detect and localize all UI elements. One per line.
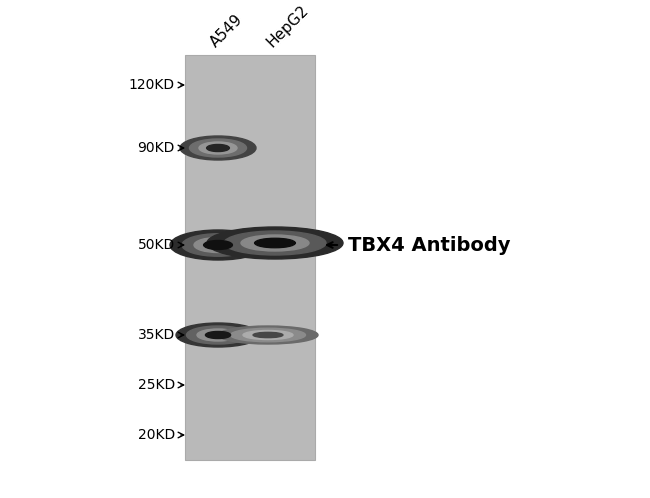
Ellipse shape	[218, 326, 318, 344]
Ellipse shape	[241, 235, 309, 251]
Ellipse shape	[207, 144, 229, 151]
Text: HepG2: HepG2	[265, 2, 312, 50]
Ellipse shape	[176, 323, 260, 347]
Ellipse shape	[255, 238, 295, 248]
Ellipse shape	[207, 227, 343, 259]
Text: 20KD: 20KD	[138, 428, 175, 442]
Ellipse shape	[190, 139, 246, 157]
Ellipse shape	[170, 230, 266, 260]
Ellipse shape	[197, 329, 239, 341]
Ellipse shape	[207, 144, 229, 151]
Ellipse shape	[224, 231, 326, 255]
Ellipse shape	[187, 326, 250, 344]
Bar	[185, 55, 315, 460]
Ellipse shape	[205, 331, 231, 339]
Text: 90KD: 90KD	[138, 141, 175, 155]
Ellipse shape	[253, 332, 283, 338]
Ellipse shape	[199, 142, 237, 154]
Ellipse shape	[205, 331, 231, 339]
Ellipse shape	[231, 328, 306, 342]
Ellipse shape	[243, 331, 293, 340]
Text: 25KD: 25KD	[138, 378, 175, 392]
Ellipse shape	[180, 136, 256, 160]
Text: 35KD: 35KD	[138, 328, 175, 342]
Ellipse shape	[255, 238, 295, 248]
Ellipse shape	[253, 332, 283, 338]
Text: 50KD: 50KD	[138, 238, 175, 252]
Text: A549: A549	[207, 11, 246, 50]
Ellipse shape	[203, 241, 233, 249]
Text: TBX4 Antibody: TBX4 Antibody	[348, 236, 510, 254]
Ellipse shape	[194, 238, 242, 252]
Ellipse shape	[182, 234, 254, 256]
Text: 120KD: 120KD	[129, 78, 175, 92]
Ellipse shape	[203, 241, 233, 249]
